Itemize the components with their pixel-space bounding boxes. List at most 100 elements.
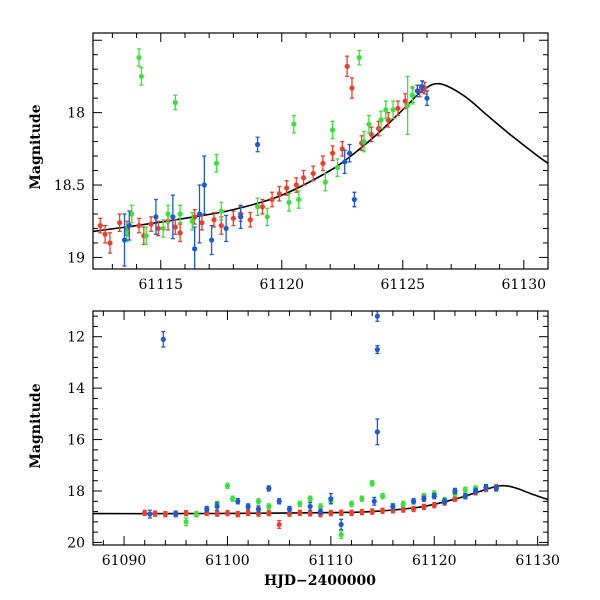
data-point bbox=[276, 498, 282, 505]
data-point bbox=[189, 211, 195, 231]
x-tick-label: 61100 bbox=[205, 553, 250, 569]
data-point bbox=[153, 198, 159, 235]
data-point bbox=[421, 503, 427, 511]
data-point bbox=[452, 487, 458, 495]
data-point bbox=[136, 217, 142, 234]
data-point bbox=[142, 509, 148, 517]
data-point bbox=[208, 224, 215, 256]
data-point bbox=[255, 498, 262, 505]
data-point bbox=[245, 509, 251, 517]
y-tick-label: 18 bbox=[67, 106, 85, 122]
data-point bbox=[330, 120, 336, 140]
data-point bbox=[147, 509, 153, 519]
data-point bbox=[342, 149, 348, 175]
data-point bbox=[379, 507, 386, 515]
data-point bbox=[155, 220, 161, 237]
data-point bbox=[293, 177, 299, 193]
data-point bbox=[170, 194, 176, 240]
data-point bbox=[338, 509, 344, 517]
y-tick-label: 20 bbox=[67, 535, 85, 551]
data-point bbox=[338, 530, 344, 540]
bottom-panel: Magnitude HJD−2400000 61090 61100 61110 611… bbox=[28, 310, 560, 589]
data-point bbox=[322, 172, 328, 192]
data-point bbox=[400, 506, 406, 513]
top-panel: Magnitude 61115 61120 61125 61130 18 18.5 19 bbox=[28, 32, 549, 293]
data-point bbox=[204, 505, 210, 513]
data-point bbox=[346, 143, 353, 163]
data-point bbox=[328, 509, 334, 517]
data-point bbox=[276, 185, 282, 202]
data-point bbox=[374, 345, 380, 355]
data-point bbox=[162, 510, 168, 518]
data-point bbox=[452, 495, 458, 502]
data-point bbox=[400, 500, 406, 508]
data-point bbox=[374, 418, 380, 446]
y-tick-label: 19 bbox=[67, 250, 85, 266]
data-point bbox=[284, 180, 290, 196]
bottom-panel-ylabel: Magnitude bbox=[28, 383, 44, 468]
data-point bbox=[254, 197, 261, 217]
model-curve bbox=[93, 82, 548, 233]
data-point bbox=[320, 155, 326, 172]
data-point bbox=[344, 55, 350, 78]
data-point bbox=[483, 483, 489, 491]
data-point bbox=[255, 505, 262, 513]
data-point bbox=[317, 503, 324, 510]
data-point bbox=[374, 311, 380, 322]
x-tick-label: 61120 bbox=[412, 553, 457, 569]
data-point bbox=[349, 77, 355, 99]
data-point bbox=[102, 224, 108, 244]
data-point bbox=[390, 100, 396, 120]
data-point bbox=[196, 184, 203, 244]
data-point bbox=[409, 85, 416, 105]
data-point bbox=[419, 80, 425, 94]
data-point bbox=[405, 75, 411, 135]
data-point bbox=[371, 496, 377, 506]
data-point bbox=[259, 198, 266, 215]
data-point bbox=[266, 503, 272, 510]
data-point bbox=[136, 48, 142, 67]
data-point bbox=[172, 219, 178, 235]
data-point bbox=[390, 503, 396, 510]
data-point bbox=[410, 498, 417, 505]
data-point bbox=[328, 492, 334, 505]
data-point bbox=[310, 165, 316, 182]
data-point bbox=[160, 330, 166, 348]
data-point bbox=[238, 204, 244, 230]
data-point bbox=[201, 155, 207, 215]
data-point bbox=[218, 201, 224, 221]
data-point bbox=[254, 136, 261, 153]
y-tick-label: 18 bbox=[67, 484, 85, 500]
data-point bbox=[300, 169, 307, 186]
data-point bbox=[245, 503, 251, 510]
data-point bbox=[424, 90, 430, 107]
data-point bbox=[177, 223, 183, 243]
data-point bbox=[348, 500, 355, 508]
data-point bbox=[192, 226, 198, 269]
data-point bbox=[266, 509, 272, 517]
series-blue bbox=[147, 311, 499, 531]
data-point bbox=[339, 140, 345, 157]
data-point bbox=[230, 495, 236, 502]
data-point bbox=[172, 94, 178, 111]
data-point bbox=[359, 508, 365, 516]
x-tick-label: 61110 bbox=[309, 553, 354, 569]
data-point bbox=[223, 214, 229, 243]
data-point bbox=[348, 509, 355, 517]
data-point bbox=[334, 158, 341, 177]
data-point bbox=[296, 190, 302, 209]
data-point bbox=[117, 213, 123, 233]
data-point bbox=[369, 480, 375, 487]
data-point bbox=[493, 485, 499, 492]
data-point bbox=[276, 519, 282, 529]
data-point bbox=[148, 216, 154, 233]
data-point bbox=[124, 223, 130, 243]
data-point bbox=[224, 509, 231, 517]
data-point bbox=[129, 204, 135, 224]
x-tick-label: 61115 bbox=[138, 277, 183, 293]
plot-frame bbox=[92, 32, 549, 270]
data-point bbox=[383, 100, 389, 120]
x-tick-label: 61130 bbox=[502, 277, 547, 293]
data-point bbox=[126, 210, 132, 241]
data-point bbox=[307, 501, 313, 511]
